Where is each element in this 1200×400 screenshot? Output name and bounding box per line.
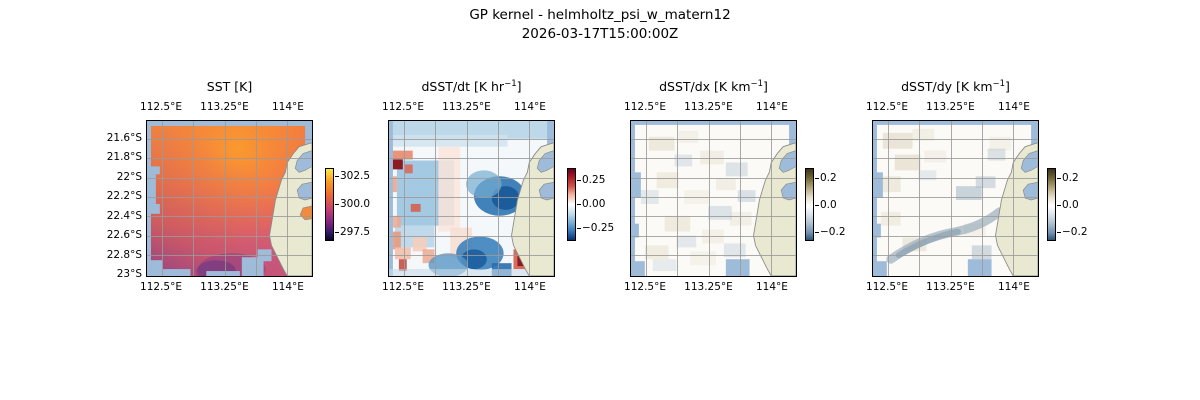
figure-suptitle: GP kernel - helmholtz_psi_w_matern12 202… bbox=[0, 6, 1200, 44]
lon-tick-113-25: 113.25°E bbox=[926, 101, 975, 113]
lon-tick-112-5: 112.5°E bbox=[866, 101, 908, 113]
panel-dsst-dy-axes[interactable] bbox=[872, 120, 1039, 277]
panel-dsst-dy-colorbar[interactable] bbox=[1047, 168, 1056, 241]
panel-sst-title: SST [K] bbox=[206, 79, 253, 94]
lon-tick-114-bottom: 114°E bbox=[755, 281, 788, 293]
lon-tick-114-bottom: 114°E bbox=[513, 281, 546, 293]
panel-sst-map bbox=[147, 121, 312, 276]
panel-dsst-dy-title-prefix: dSST/dy [K km bbox=[901, 79, 993, 95]
cbar-tick-0-2: 0.2 bbox=[815, 172, 837, 184]
cbar-tick-0-2: 0.2 bbox=[1057, 172, 1079, 184]
lon-tick-113-25-bottom: 113.25°E bbox=[200, 281, 249, 293]
panel-dsst-dt-title-exponent: −1 bbox=[504, 79, 517, 89]
lat-tick-21-8: 21.8°S bbox=[106, 151, 142, 163]
cbar-tick-neg-0-2: −0.2 bbox=[815, 226, 846, 238]
panel-dsst-dx-title-exponent: −1 bbox=[750, 79, 764, 89]
panel-dsst-dt-axes[interactable] bbox=[388, 120, 555, 277]
lon-tick-114-bottom: 114°E bbox=[271, 281, 304, 293]
panel-sst-axes[interactable] bbox=[146, 120, 313, 277]
lat-tick-22-4: 22.4°S bbox=[106, 210, 142, 222]
panel-sst-lat-ticklabels: 21.6°S 21.8°S 22°S 22.2°S 22.4°S 22.6°S … bbox=[58, 120, 142, 280]
lon-tick-114-bottom: 114°E bbox=[997, 281, 1030, 293]
lon-tick-114: 114°E bbox=[755, 101, 788, 113]
panel-sst-colorbar[interactable] bbox=[325, 168, 334, 241]
lat-tick-21-6: 21.6°S bbox=[106, 132, 142, 144]
suptitle-line-2: 2026-03-17T15:00:00Z bbox=[521, 26, 679, 42]
panel-dsst-dx-title-prefix: dSST/dx [K km bbox=[659, 79, 751, 95]
lon-tick-112-5: 112.5°E bbox=[140, 101, 182, 113]
panel-dsst-dx-colorbar-ticklabels: 0.2 0.0 −0.2 bbox=[815, 168, 872, 241]
cbar-tick-neg-0-2: −0.2 bbox=[1057, 226, 1088, 238]
panel-dsst-dy-title-suffix: ] bbox=[1005, 79, 1010, 95]
lat-tick-22-6: 22.6°S bbox=[106, 229, 142, 241]
panel-dsst-dy-bottom-lon-ticklabels: 112.5°E 113.25°E 114°E bbox=[866, 281, 1039, 295]
cbar-tick-0-25: 0.25 bbox=[576, 174, 606, 186]
cbar-tick-neg-0-25: −0.25 bbox=[576, 222, 615, 234]
lat-tick-23: 23°S bbox=[116, 268, 142, 280]
lon-tick-113-25-bottom: 113.25°E bbox=[926, 281, 975, 293]
lon-tick-112-5: 112.5°E bbox=[382, 101, 424, 113]
panel-dsst-dx-title-suffix: ] bbox=[763, 79, 768, 95]
lon-tick-114: 114°E bbox=[271, 101, 304, 113]
lon-tick-113-25: 113.25°E bbox=[200, 101, 249, 113]
lon-tick-112-5-bottom: 112.5°E bbox=[140, 281, 182, 293]
lon-tick-113-25-bottom: 113.25°E bbox=[684, 281, 733, 293]
panel-dsst-dt-map bbox=[389, 121, 554, 276]
panel-dsst-dt-colorbar[interactable] bbox=[567, 168, 576, 241]
lon-tick-114: 114°E bbox=[513, 101, 546, 113]
panel-dsst-dt-title-suffix: ] bbox=[516, 79, 522, 95]
panel-dsst-dt-top-lon-ticklabels: 112.5°E 113.25°E 114°E bbox=[382, 101, 555, 115]
lon-tick-112-5-bottom: 112.5°E bbox=[382, 281, 424, 293]
panel-sst-bottom-lon-ticklabels: 112.5°E 113.25°E 114°E bbox=[140, 281, 313, 295]
panel-sst-colorbar-ticklabels: 302.5 300.0 297.5 bbox=[334, 168, 388, 241]
panel-dsst-dt-title: dSST/dt [K hr−1] bbox=[388, 79, 555, 94]
lon-tick-112-5-bottom: 112.5°E bbox=[624, 281, 666, 293]
lon-tick-112-5: 112.5°E bbox=[624, 101, 666, 113]
panel-dsst-dx-axes[interactable] bbox=[630, 120, 797, 277]
cbar-tick-302-5: 302.5 bbox=[334, 170, 371, 182]
panel-dsst-dy-title-exponent: −1 bbox=[992, 79, 1006, 89]
lon-tick-113-25: 113.25°E bbox=[442, 101, 491, 113]
panel-dsst-dy-top-lon-ticklabels: 112.5°E 113.25°E 114°E bbox=[866, 101, 1039, 115]
lon-tick-114: 114°E bbox=[997, 101, 1030, 113]
cbar-tick-0-0: 0.0 bbox=[1057, 199, 1079, 211]
cbar-tick-0-00: 0.00 bbox=[576, 198, 606, 210]
lat-tick-22-2: 22.2°S bbox=[106, 190, 142, 202]
panel-dsst-dy-title: dSST/dy [K km−1] bbox=[872, 79, 1039, 94]
cbar-tick-300-0: 300.0 bbox=[334, 198, 371, 210]
lon-tick-112-5-bottom: 112.5°E bbox=[866, 281, 908, 293]
panel-dsst-dx-bottom-lon-ticklabels: 112.5°E 113.25°E 114°E bbox=[624, 281, 797, 295]
lat-tick-22-8: 22.8°S bbox=[106, 249, 142, 261]
lon-tick-113-25: 113.25°E bbox=[684, 101, 733, 113]
lon-tick-113-25-bottom: 113.25°E bbox=[442, 281, 491, 293]
panel-dsst-dx-colorbar[interactable] bbox=[805, 168, 814, 241]
suptitle-line-1: GP kernel - helmholtz_psi_w_matern12 bbox=[469, 7, 731, 23]
panel-sst-top-lon-ticklabels: 112.5°E 113.25°E 114°E bbox=[140, 101, 313, 115]
panel-dsst-dy-map bbox=[873, 121, 1038, 276]
panel-dsst-dx-title: dSST/dx [K km−1] bbox=[630, 79, 797, 94]
panel-dsst-dx-map bbox=[631, 121, 796, 276]
panel-dsst-dt-bottom-lon-ticklabels: 112.5°E 113.25°E 114°E bbox=[382, 281, 555, 295]
panel-dsst-dt-title-prefix: dSST/dt [K hr bbox=[421, 79, 505, 95]
panel-dsst-dy-colorbar-ticklabels: 0.2 0.0 −0.2 bbox=[1057, 168, 1114, 241]
lat-tick-22: 22°S bbox=[116, 171, 142, 183]
panel-dsst-dx-top-lon-ticklabels: 112.5°E 113.25°E 114°E bbox=[624, 101, 797, 115]
panel-dsst-dt-colorbar-ticklabels: 0.25 0.00 −0.25 bbox=[576, 168, 634, 241]
cbar-tick-0-0: 0.0 bbox=[815, 199, 837, 211]
cbar-tick-297-5: 297.5 bbox=[334, 226, 371, 238]
